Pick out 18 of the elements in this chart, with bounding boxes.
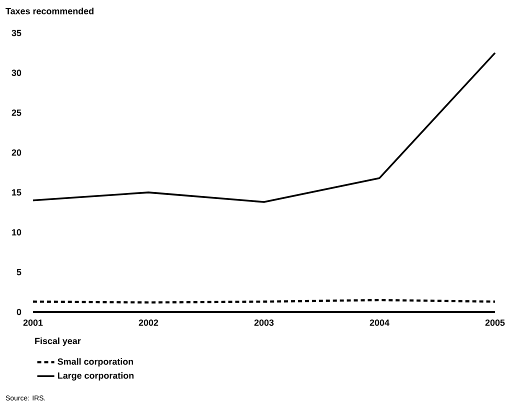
y-tick-label: 0	[16, 308, 22, 316]
x-tick-label: 2005	[485, 320, 505, 326]
legend-label: Large corporation	[58, 372, 134, 381]
y-tick-label: 20	[12, 149, 22, 156]
y-tick-label: 25	[12, 110, 22, 116]
x-tick-label: 2003	[254, 320, 274, 326]
x-tick-label: 2001	[23, 320, 43, 326]
y-tick-label: 35	[12, 30, 22, 36]
x-tick-label: 2002	[138, 320, 158, 326]
y-tick-label: 15	[12, 189, 22, 196]
x-tick-label: 2004	[370, 320, 390, 326]
line-series	[32, 52, 496, 203]
y-tick-label: 30	[12, 70, 22, 76]
y-tick-label: 10	[12, 229, 22, 236]
y-tick-label: 5	[16, 269, 22, 276]
legend-label: Small corporation	[58, 358, 134, 367]
y-axis-title: Taxes recommended	[6, 8, 94, 14]
x-axis-title: Fiscal year	[35, 338, 81, 346]
